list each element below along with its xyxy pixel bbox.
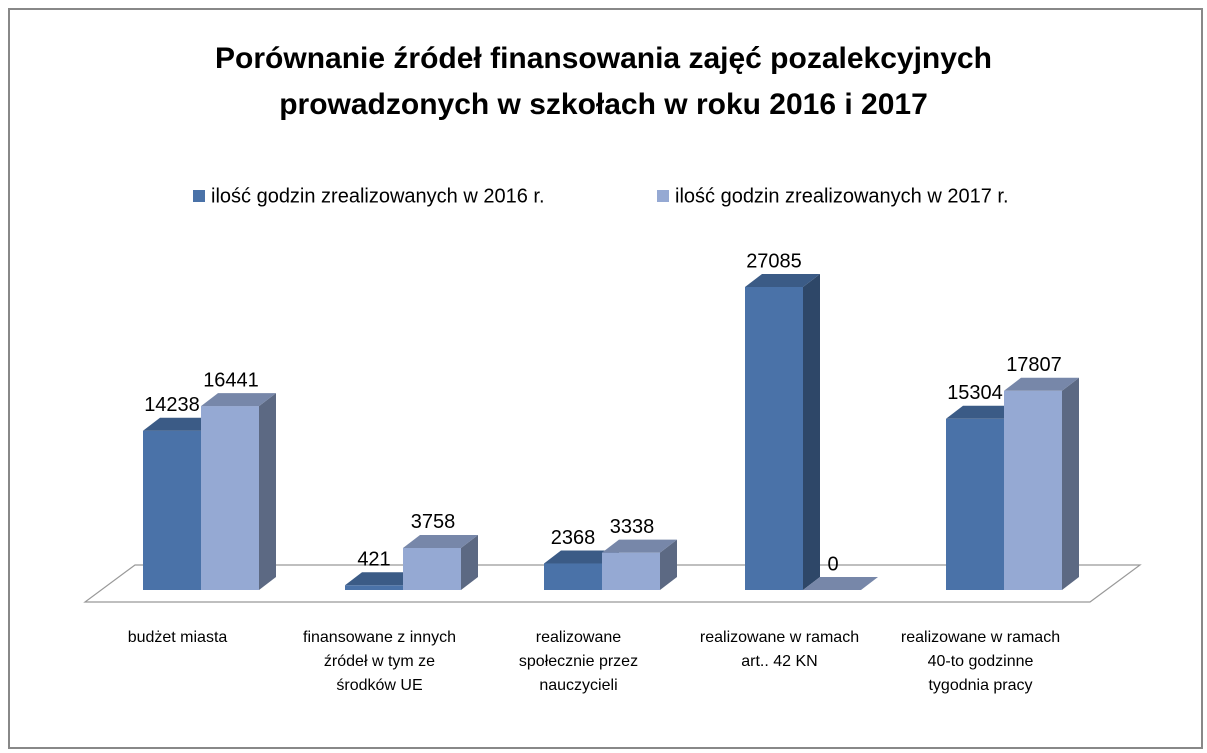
chart-title: Porównanie źródeł finansowania zajęć poz… (215, 42, 992, 121)
data-label: 3758 (411, 511, 456, 533)
x-tick-label: budżet miasta (127, 629, 228, 646)
bar-top (143, 417, 218, 431)
bar-top (946, 405, 1021, 419)
bar (345, 585, 403, 590)
bar-top (745, 274, 820, 287)
x-tick-label: realizowane w ramach 40-to godzinne tygo… (900, 629, 1061, 694)
data-label: 14238 (144, 394, 200, 416)
data-label: 17807 (1006, 354, 1062, 376)
bar-top (1004, 377, 1079, 391)
legend-label: ilość godzin zrealizowanych w 2017 r. (675, 185, 1009, 207)
bar (602, 552, 660, 590)
bar-side (1062, 377, 1079, 590)
legend-label: ilość godzin zrealizowanych w 2016 r. (211, 185, 545, 207)
bar (745, 287, 803, 590)
bar (1004, 390, 1062, 590)
bar-side (259, 393, 276, 590)
bar-top (544, 550, 619, 564)
bar-top (602, 539, 677, 553)
bar (544, 563, 602, 590)
bar (946, 418, 1004, 590)
data-label: 3338 (610, 516, 655, 538)
chart-frame (8, 8, 1203, 749)
data-label: 2368 (551, 527, 596, 549)
data-label: 15304 (947, 382, 1003, 404)
data-label: 27085 (746, 250, 802, 272)
bar-top (201, 393, 276, 407)
bar-side (660, 539, 677, 590)
x-tick-label: finansowane z innych źródeł w tym ze śro… (303, 629, 456, 694)
bar-top (803, 577, 878, 590)
bar (403, 547, 461, 590)
title-box: Porównanie źródeł finansowania zajęć poz… (0, 36, 1207, 128)
bar-side (803, 274, 820, 590)
bar (143, 430, 201, 590)
bar-side (461, 534, 478, 590)
data-label: 421 (357, 549, 390, 571)
legend-swatch (193, 190, 205, 202)
bar-top (345, 572, 420, 586)
bar-top (403, 534, 478, 548)
data-label: 0 (827, 553, 838, 575)
x-tick-label: realizowane w ramach art.. 42 KN (699, 629, 860, 670)
data-label: 16441 (203, 369, 259, 391)
legend-swatch (657, 190, 669, 202)
bar (201, 406, 259, 590)
x-tick-label: realizowane społecznie przez nauczycieli (518, 629, 639, 694)
